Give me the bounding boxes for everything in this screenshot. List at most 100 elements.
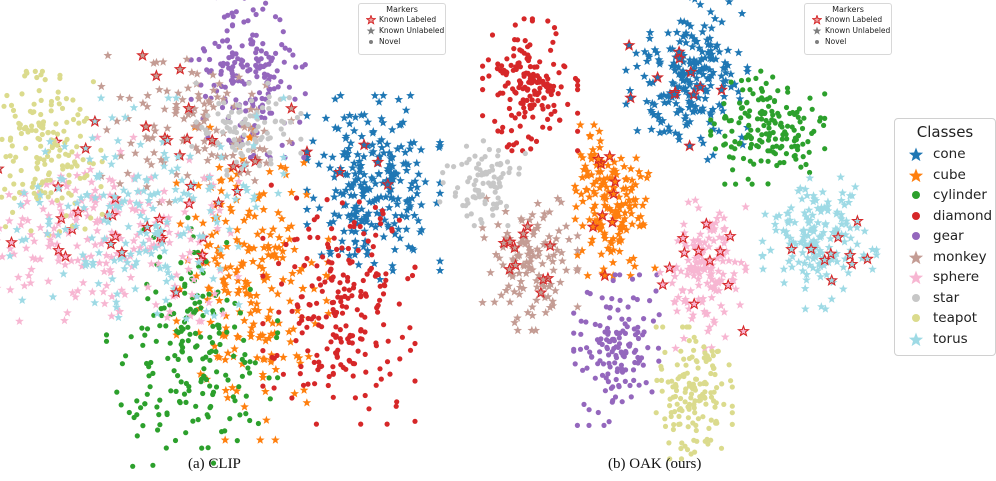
point-gear: [656, 312, 662, 318]
point-sphere: [4, 190, 14, 199]
point-cone: [328, 152, 337, 161]
point-sphere: [0, 286, 2, 288]
point-sphere: [719, 307, 729, 316]
point-gear: [613, 344, 619, 350]
point-monkey: [546, 279, 556, 289]
known-labeled-point-monkey: [173, 62, 187, 75]
point-gear: [571, 310, 577, 316]
point-teapot: [674, 362, 680, 368]
point-teapot: [75, 112, 81, 118]
point-sphere: [47, 197, 57, 206]
point-monkey: [540, 238, 550, 247]
point-cube: [633, 213, 643, 223]
point-gear: [263, 50, 269, 57]
point-sphere: [706, 283, 715, 292]
point-cube: [271, 435, 280, 444]
point-star: [288, 119, 294, 125]
point-cube: [243, 246, 253, 255]
point-diamond: [545, 76, 551, 82]
point-gear: [273, 50, 279, 57]
point-cone: [375, 274, 385, 284]
point-cone: [330, 172, 339, 181]
point-star: [205, 113, 211, 119]
point-teapot: [36, 120, 42, 126]
point-torus: [179, 188, 189, 198]
point-star: [464, 213, 470, 219]
point-sphere: [28, 253, 38, 262]
point-teapot: [653, 410, 659, 416]
point-cylinder: [198, 334, 204, 340]
point-gear: [650, 318, 657, 324]
point-cone: [410, 210, 419, 220]
point-cone: [665, 126, 674, 135]
point-cone: [681, 86, 691, 96]
point-teapot: [77, 133, 83, 139]
point-teapot: [66, 172, 72, 178]
point-diamond: [351, 281, 357, 287]
point-cylinder: [172, 437, 179, 444]
point-cone: [398, 117, 408, 126]
point-torus: [852, 239, 862, 248]
cluster-cone: [300, 91, 445, 284]
point-cube: [267, 284, 276, 293]
point-cone: [678, 32, 688, 41]
point-diamond: [372, 204, 378, 210]
point-teapot: [685, 424, 691, 430]
point-cube: [176, 219, 185, 228]
point-cylinder: [770, 74, 776, 80]
point-cube: [249, 243, 259, 252]
point-cone: [689, 64, 699, 73]
known-labeled-point-cone: [381, 177, 395, 191]
point-teapot: [680, 324, 686, 330]
point-cylinder: [728, 144, 735, 150]
known-labeled-point-sphere: [656, 277, 670, 291]
point-torus: [824, 258, 833, 267]
point-diamond: [512, 115, 518, 121]
point-cylinder: [772, 120, 778, 126]
point-sphere: [20, 281, 29, 290]
point-cone: [338, 189, 348, 199]
point-torus: [56, 174, 66, 183]
point-gear: [200, 46, 206, 52]
point-diamond: [377, 283, 383, 289]
point-gear: [607, 364, 613, 370]
classes-legend-row-cube: cube: [895, 165, 995, 186]
point-gear: [202, 93, 209, 99]
point-sphere: [226, 228, 236, 237]
cluster-diamond: [480, 16, 581, 154]
point-diamond: [366, 406, 372, 412]
point-cone: [698, 27, 707, 36]
point-torus: [802, 270, 812, 279]
point-diamond: [552, 108, 558, 114]
point-teapot: [59, 105, 66, 111]
point-cone: [705, 65, 715, 74]
point-cylinder: [134, 412, 140, 418]
point-cone: [690, 84, 699, 94]
point-gear: [226, 55, 232, 61]
point-cube: [612, 170, 621, 179]
point-teapot: [18, 167, 24, 174]
point-cone: [378, 118, 388, 127]
point-monkey: [149, 58, 158, 67]
point-diamond: [373, 343, 379, 349]
point-cube: [255, 435, 265, 444]
point-sphere: [700, 238, 710, 247]
point-sphere: [56, 206, 66, 215]
point-teapot: [81, 175, 88, 181]
point-cube: [596, 167, 606, 176]
point-cube: [270, 328, 280, 338]
known-labeled-point-cube: [596, 208, 609, 221]
point-torus: [273, 188, 283, 198]
point-star: [480, 138, 486, 144]
point-cone: [698, 70, 708, 79]
point-cone: [712, 40, 722, 49]
point-cone: [684, 90, 694, 100]
point-cylinder: [213, 349, 219, 355]
point-cylinder: [224, 297, 230, 303]
point-cone: [686, 21, 695, 30]
known-labeled-point-monkey: [517, 227, 530, 240]
point-diamond: [314, 263, 320, 269]
point-cone: [357, 204, 367, 213]
point-cube: [217, 251, 226, 260]
point-cone: [642, 97, 652, 106]
